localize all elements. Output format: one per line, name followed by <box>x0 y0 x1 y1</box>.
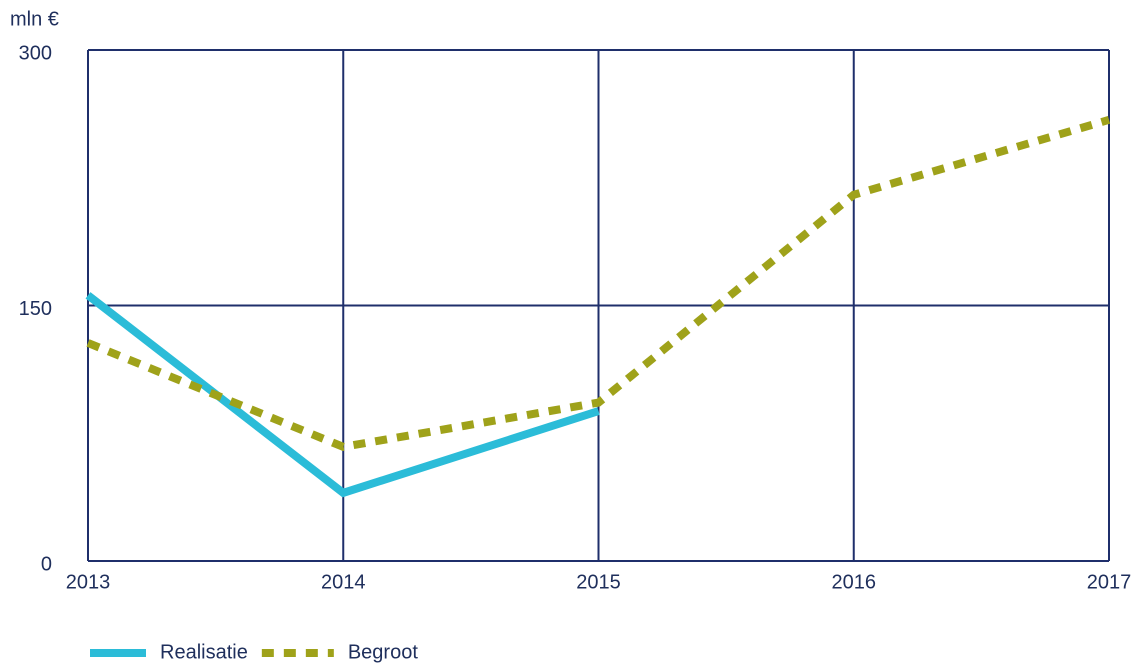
x-tick-label: 2016 <box>832 571 877 593</box>
y-tick-label: 0 <box>41 553 52 575</box>
legend-label: Realisatie <box>160 641 248 663</box>
series-line <box>86 115 1111 452</box>
y-tick-label: 150 <box>19 298 52 320</box>
x-tick-label: 2013 <box>66 571 111 593</box>
x-tick-label: 2014 <box>321 571 366 593</box>
series-line <box>85 292 600 498</box>
x-tick-label: 2015 <box>576 571 621 593</box>
y-tick-label: 300 <box>19 42 52 64</box>
y-axis-label: mln € <box>10 8 59 30</box>
x-tick-label: 2017 <box>1087 571 1132 593</box>
legend-label: Begroot <box>348 641 418 663</box>
